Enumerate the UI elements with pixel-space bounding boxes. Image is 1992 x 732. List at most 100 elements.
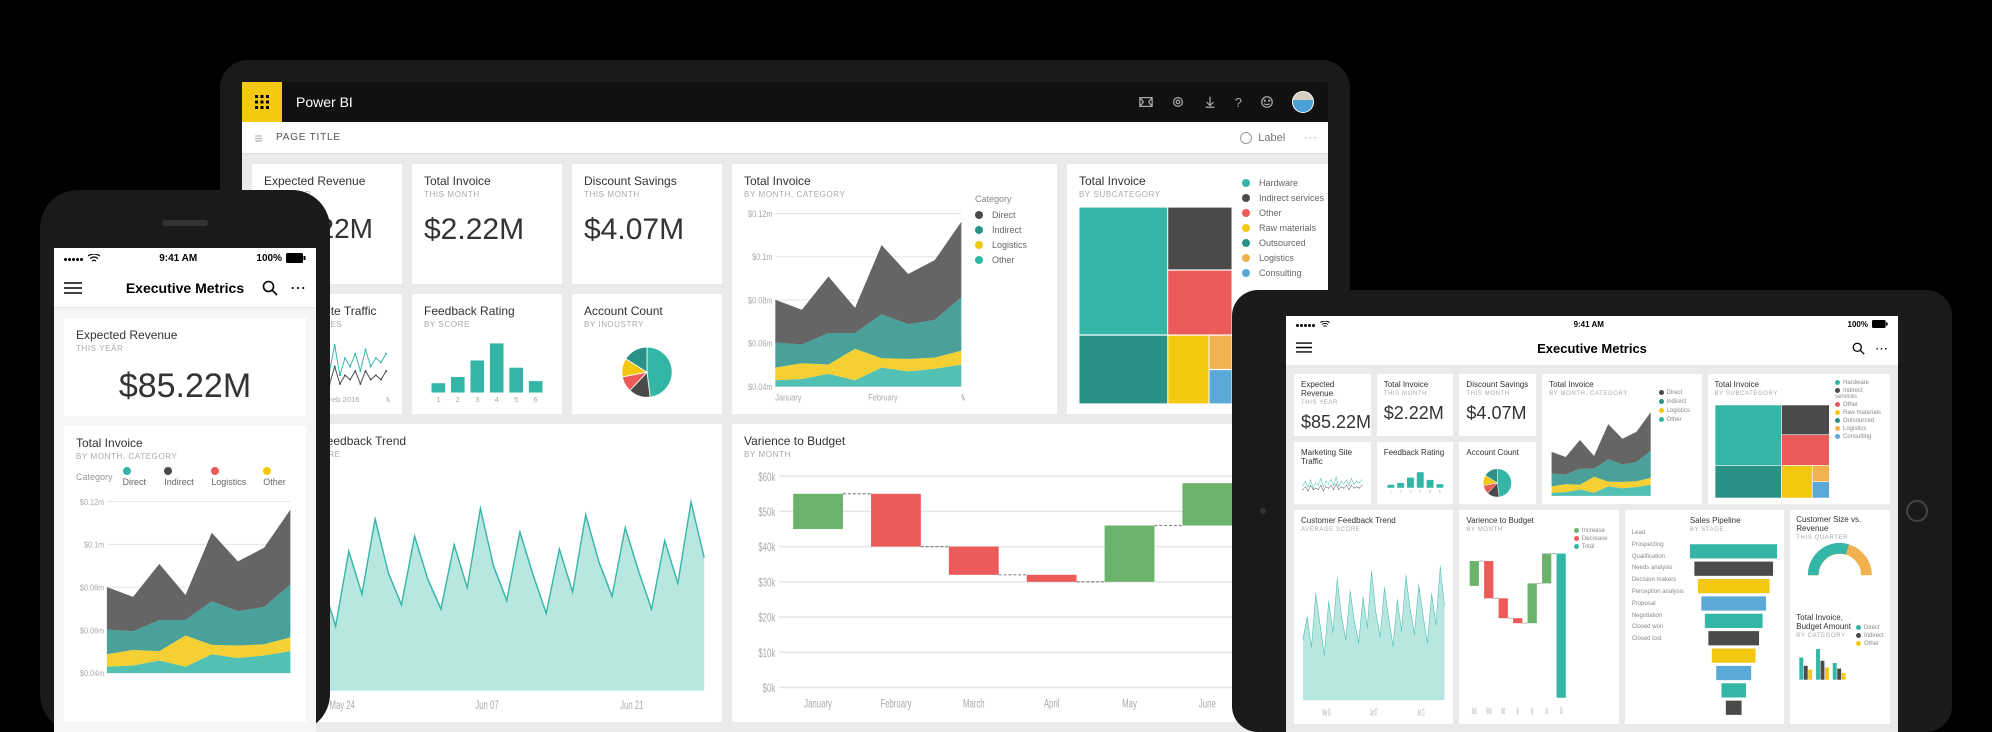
hamburger-icon [1296,342,1312,353]
tablet-home-button[interactable] [1906,500,1928,522]
card-invoice-area-chart[interactable]: Total Invoice BY MONTH, CATEGORY $0.12m$… [732,164,1057,414]
legend-title: Category [975,194,1045,204]
card-account-count[interactable]: Account Count BY INDUSTRY [572,294,722,414]
svg-text:1: 1 [1389,490,1391,494]
card-total-invoice-kpi[interactable]: Total Invoice THIS MONTH $2.22M [412,164,562,284]
svg-text:$0.12m: $0.12m [80,497,105,507]
gear-icon[interactable] [1171,95,1185,109]
card-discount-savings[interactable]: Discount Savings THIS MONTH $4.07M [572,164,722,284]
app-launcher-button[interactable] [242,82,282,122]
treemap-legend: HardwareIndirect servicesOtherRaw materi… [1835,380,1883,498]
card-invoice-area-chart[interactable]: Total Invoice BY MONTH, CATEGORY Categor… [64,426,306,722]
phone-area-legend: CategoryDirectIndirectLogisticsOther [76,467,294,487]
card-treemap[interactable]: Total Invoice BY SUBCATEGORY HardwareInd… [1708,374,1890,504]
svg-text:$60k: $60k [758,471,776,484]
phone-dashboard: Expected Revenue THIS YEAR $85.22M Total… [54,308,316,732]
kpi-value: $4.07M [584,213,710,247]
svg-text:3: 3 [475,395,479,404]
help-icon[interactable]: ? [1235,95,1242,110]
card-discount-savings[interactable]: Discount Savings THIS MONTH $4.07M [1459,374,1536,436]
card-feedback-rating[interactable]: Feedback Rating BY SCORE 123456 [412,294,562,414]
trend-chart-svg: May 24Jun 07Jun 21 [1301,541,1446,718]
signal-dots-icon [64,253,84,264]
variance-chart-svg: JanuaryFebruaryMarchAprilMayJuneTotal [1466,541,1569,718]
svg-text:4: 4 [1419,490,1422,494]
feedback-chart-svg: 123456 [1384,465,1447,498]
user-avatar[interactable] [1292,91,1314,113]
chart-sub: AVERAGE SCORE [264,450,710,459]
wifi-icon [88,254,100,263]
chart-sub: BY SUBCATEGORY [1079,190,1232,199]
kpi-sub: THIS MONTH [1466,391,1529,397]
card-feedback-rating[interactable]: Feedback Rating 123456 [1377,442,1454,504]
app-topbar: Power BI ? [242,82,1328,122]
svg-text:Feb 2016: Feb 2016 [327,395,360,404]
feedback-icon[interactable] [1260,95,1274,109]
phone-area-chart-svg: $0.12m$0.1m$0.08m$0.06m$0.04m [76,495,294,712]
kpi-title: Discount Savings [584,174,710,188]
chart-title: Total Invoice [1715,380,1829,389]
svg-text:6: 6 [534,395,538,404]
card-invoice-area-chart[interactable]: Total Invoice BY MONTH, CATEGORY DirectI… [1542,374,1701,504]
svg-text:$0.08m: $0.08m [748,296,773,306]
chart-title: Feedback Rating [1384,448,1447,457]
phone-speaker [162,220,208,226]
svg-text:3: 3 [1409,490,1411,494]
svg-text:$40k: $40k [758,542,776,555]
funnel-chart-svg [1690,541,1777,718]
app-name: Power BI [296,94,353,110]
nav-hamburger[interactable]: ≡ [242,130,276,146]
battery-pct: 100% [256,253,282,264]
chart-sub: AVERAGE SCORE [1301,527,1446,533]
svg-text:$0.1m: $0.1m [752,253,773,263]
svg-text:March: March [961,393,965,403]
kpi-value: $85.22M [76,367,294,406]
svg-text:January: January [1472,704,1477,717]
svg-text:$0.04m: $0.04m [80,669,105,679]
svg-text:January: January [804,698,832,711]
svg-text:Jun 07: Jun 07 [475,699,499,712]
kpi-title: Discount Savings [1466,380,1529,389]
status-time: 9:41 AM [159,253,197,264]
chart-sub: BY MONTH, CATEGORY [76,452,294,461]
svg-text:$0.04m: $0.04m [748,382,773,392]
search-icon[interactable] [1852,342,1865,355]
svg-text:4: 4 [495,395,500,404]
card-total-invoice-kpi[interactable]: Total Invoice THIS MONTH $2.22M [1377,374,1454,436]
area-legend: DirectIndirectLogisticsOther [975,210,1045,265]
focus-icon[interactable] [1139,95,1153,109]
page-more-button[interactable]: ⋯ [1293,129,1328,146]
svg-text:April: April [1517,704,1520,717]
card-feedback-trend[interactable]: Customer Feedback Trend AVERAGE SCORE Ma… [1294,510,1453,724]
area-chart-svg [1549,405,1652,498]
svg-text:$0k: $0k [763,683,776,696]
card-expected-revenue[interactable]: Expected Revenue THIS YEAR $85.22M [1294,374,1371,436]
label-chip[interactable]: Label [1240,132,1293,144]
more-icon[interactable]: ⋯ [1875,341,1888,357]
signal-dots-icon [1296,320,1316,329]
more-icon[interactable]: ⋯ [290,278,306,298]
kpi-sub: THIS MONTH [424,190,550,199]
card-customer-stack[interactable]: Customer Size vs. Revenue THIS QUARTER T… [1790,510,1890,724]
kpi-title: Expected Revenue [76,328,294,342]
chart-sub: BY SCORE [424,320,550,329]
card-expected-revenue[interactable]: Expected Revenue THIS YEAR $85.22M [64,318,306,416]
card-sales-pipeline[interactable]: LeadProspectingQualificationNeeds analys… [1625,510,1784,724]
nav-hamburger[interactable] [64,282,112,294]
phone-navbar: Executive Metrics ⋯ [54,268,316,308]
card-site-traffic[interactable]: Marketing Site Traffic [1294,442,1371,504]
svg-text:April: April [1044,698,1060,711]
card-account-count[interactable]: Account Count [1459,442,1536,504]
cluster-legend: DirectIndirectOther [1856,613,1884,719]
page-title: PAGE TITLE [276,132,341,143]
battery-icon [1872,320,1888,328]
download-icon[interactable] [1203,95,1217,109]
svg-text:Mar 2016: Mar 2016 [386,395,390,404]
label-chip-text: Label [1258,132,1285,144]
card-variance-budget[interactable]: Varience to Budget BY MONTH JanuaryFebru… [1459,510,1618,724]
phone-frame: 9:41 AM 100% Executive Metrics ⋯ Expecte… [40,190,330,732]
svg-text:$50k: $50k [758,506,776,519]
page-title: Executive Metrics [1537,341,1647,356]
search-icon[interactable] [262,280,278,296]
nav-hamburger[interactable] [1296,340,1336,358]
